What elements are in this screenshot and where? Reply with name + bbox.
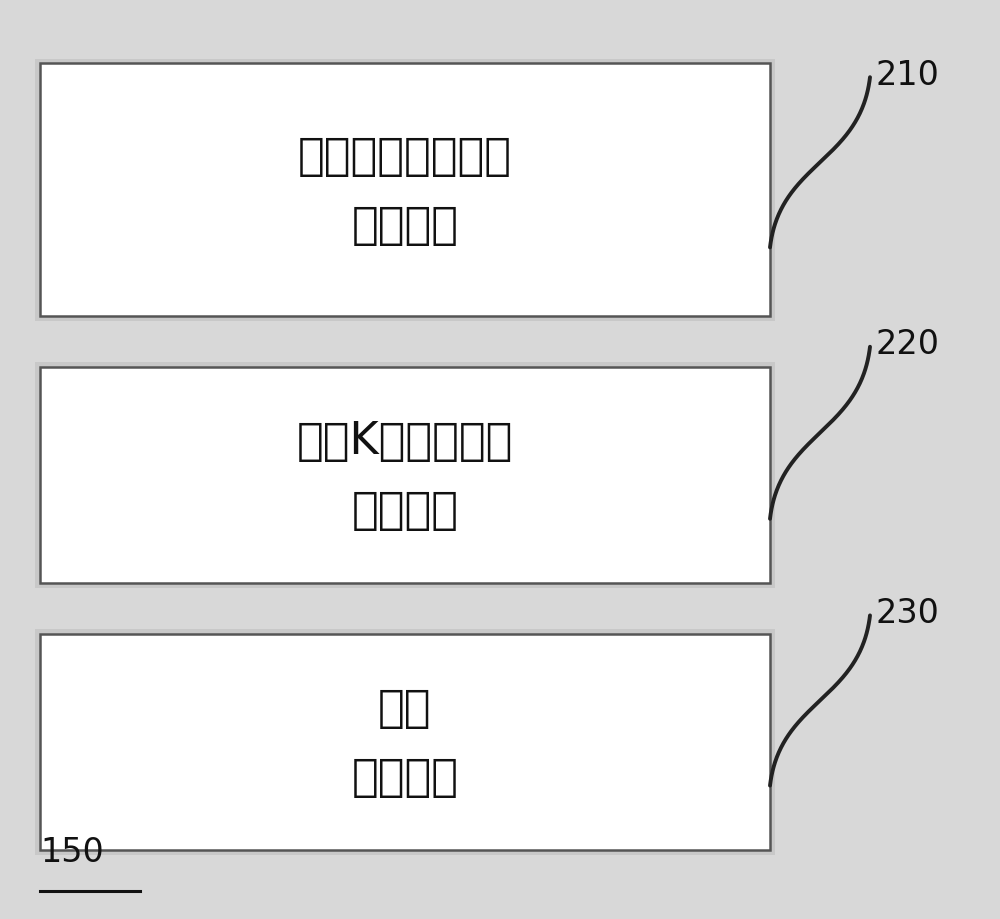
Text: 220: 220 (875, 328, 939, 361)
Text: 图像: 图像 (378, 686, 432, 729)
FancyBboxPatch shape (40, 634, 770, 850)
Text: 230: 230 (875, 596, 939, 630)
Text: 全采样区域数据线: 全采样区域数据线 (298, 135, 512, 177)
Text: 校正单元: 校正单元 (351, 204, 458, 246)
FancyBboxPatch shape (35, 60, 775, 322)
FancyBboxPatch shape (40, 64, 770, 317)
Text: 获取单元: 获取单元 (351, 755, 458, 798)
Text: 合成K空间数据集: 合成K空间数据集 (297, 420, 513, 462)
FancyBboxPatch shape (35, 630, 775, 855)
FancyBboxPatch shape (35, 363, 775, 588)
Text: 210: 210 (875, 59, 939, 92)
Text: 获取单元: 获取单元 (351, 489, 458, 531)
Text: 150: 150 (40, 835, 104, 868)
FancyBboxPatch shape (40, 368, 770, 584)
